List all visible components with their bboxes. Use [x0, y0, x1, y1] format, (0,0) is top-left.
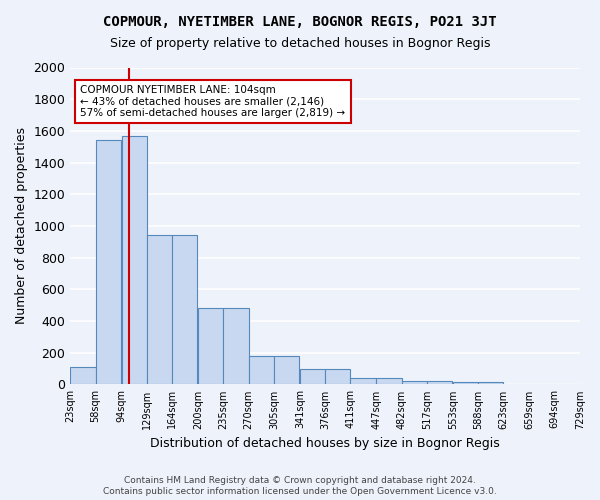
Bar [198, 308, 223, 384]
Bar [223, 308, 248, 384]
Bar [95, 140, 121, 384]
Bar [274, 356, 299, 384]
Text: Contains HM Land Registry data © Crown copyright and database right 2024.: Contains HM Land Registry data © Crown c… [124, 476, 476, 485]
Bar [453, 382, 478, 384]
Bar [122, 136, 147, 384]
Bar [376, 378, 401, 384]
Bar [478, 382, 503, 384]
Bar [401, 382, 427, 384]
X-axis label: Distribution of detached houses by size in Bognor Regis: Distribution of detached houses by size … [150, 437, 500, 450]
Bar [147, 236, 172, 384]
Text: COPMOUR NYETIMBER LANE: 104sqm
← 43% of detached houses are smaller (2,146)
57% : COPMOUR NYETIMBER LANE: 104sqm ← 43% of … [80, 85, 346, 118]
Bar [427, 382, 452, 384]
Bar [172, 236, 197, 384]
Text: Contains public sector information licensed under the Open Government Licence v3: Contains public sector information licen… [103, 487, 497, 496]
Bar [300, 368, 325, 384]
Bar [70, 367, 95, 384]
Text: Size of property relative to detached houses in Bognor Regis: Size of property relative to detached ho… [110, 38, 490, 51]
Bar [325, 368, 350, 384]
Y-axis label: Number of detached properties: Number of detached properties [15, 128, 28, 324]
Text: COPMOUR, NYETIMBER LANE, BOGNOR REGIS, PO21 3JT: COPMOUR, NYETIMBER LANE, BOGNOR REGIS, P… [103, 15, 497, 29]
Bar [350, 378, 376, 384]
Bar [248, 356, 274, 384]
